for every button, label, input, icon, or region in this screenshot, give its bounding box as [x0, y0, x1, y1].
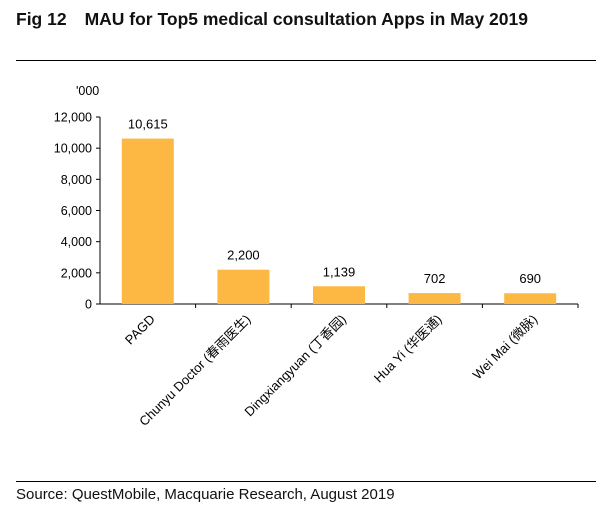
y-tick-label: 10,000: [54, 142, 92, 156]
title-divider: [16, 60, 596, 61]
figure-number: Fig 12: [16, 9, 67, 29]
y-tick-label: 4,000: [61, 235, 92, 249]
x-tick-label: Chunyu Doctor (春雨医生): [136, 312, 253, 429]
data-label: 1,139: [323, 264, 356, 279]
y-axis-ticks: 0 2,000 4,000 6,000 8,000 10,000 12,000: [54, 111, 100, 312]
footer-divider: [16, 481, 596, 482]
y-axis-unit-label: '000: [76, 84, 99, 98]
bar: [313, 286, 365, 304]
bar: [217, 269, 270, 304]
x-tick-label: PAGD: [122, 312, 158, 348]
source-note: Source: QuestMobile, Macquarie Research,…: [16, 486, 395, 503]
y-tick-label: 12,000: [54, 111, 92, 125]
data-labels: 10,615 2,200 1,139 702 690: [128, 117, 541, 287]
bars: [121, 138, 557, 304]
y-tick-label: 8,000: [61, 173, 92, 187]
bar-chart: '000 0 2,000 4,000 6,000 8,000 10,000 12,000 1…: [54, 84, 579, 429]
bar: [121, 138, 174, 304]
x-tick-label: Wei Mai (微脉): [470, 312, 541, 383]
y-tick-label: 0: [85, 298, 92, 312]
x-tick-label: Dingxiangyuan (丁香园): [241, 312, 349, 420]
bar: [408, 293, 461, 304]
bar: [504, 293, 557, 304]
data-label: 10,615: [128, 117, 168, 132]
x-tick-label: Hua Yi (华医通): [371, 312, 445, 386]
data-label: 690: [519, 271, 541, 286]
figure-title: Fig 12 MAU for Top5 medical consultation …: [16, 8, 596, 30]
y-tick-label: 2,000: [61, 266, 92, 280]
data-label: 702: [424, 271, 446, 286]
y-tick-label: 6,000: [61, 204, 92, 218]
figure-title-text: MAU for Top5 medical consultation Apps i…: [84, 9, 528, 29]
data-label: 2,200: [227, 248, 260, 263]
